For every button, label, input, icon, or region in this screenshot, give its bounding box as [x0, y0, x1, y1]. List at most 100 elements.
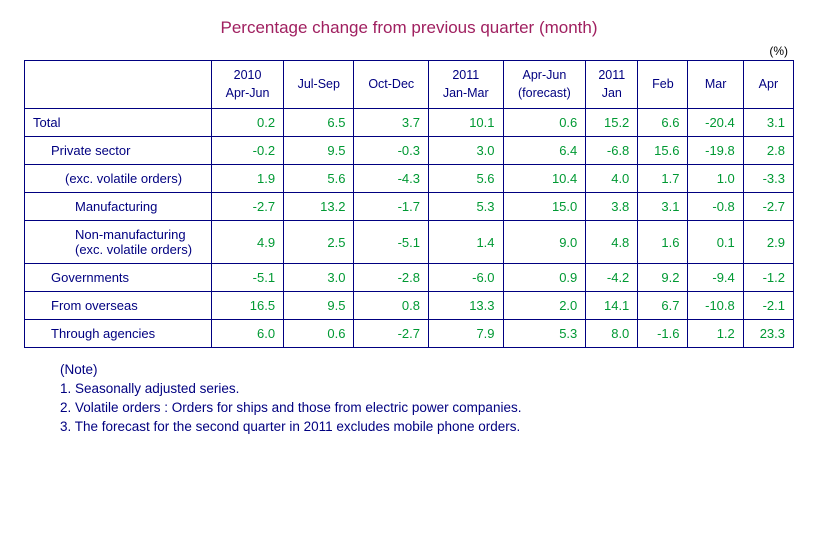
value-cell: -2.7 [354, 320, 429, 348]
column-header: Mar [688, 61, 743, 109]
value-cell: -2.7 [743, 193, 793, 221]
value-cell: -9.4 [688, 264, 743, 292]
column-header: Jul-Sep [284, 61, 354, 109]
value-cell: 10.4 [503, 165, 586, 193]
value-cell: -0.2 [212, 137, 284, 165]
value-cell: -4.3 [354, 165, 429, 193]
column-header: Apr-Jun(forecast) [503, 61, 586, 109]
notes-section: (Note) 1. Seasonally adjusted series.2. … [60, 362, 798, 434]
value-cell: 16.5 [212, 292, 284, 320]
value-cell: 0.6 [284, 320, 354, 348]
column-header: Apr [743, 61, 793, 109]
value-cell: -6.0 [429, 264, 504, 292]
value-cell: 5.3 [429, 193, 504, 221]
value-cell: 15.0 [503, 193, 586, 221]
table-row: Manufacturing-2.713.2-1.75.315.03.83.1-0… [25, 193, 794, 221]
value-cell: 6.4 [503, 137, 586, 165]
value-cell: -5.1 [354, 221, 429, 264]
value-cell: 13.3 [429, 292, 504, 320]
value-cell: 6.5 [284, 109, 354, 137]
value-cell: 1.7 [638, 165, 688, 193]
value-cell: 5.3 [503, 320, 586, 348]
value-cell: 2.5 [284, 221, 354, 264]
value-cell: -0.3 [354, 137, 429, 165]
data-table: 2010Apr-JunJul-SepOct-Dec2011Jan-MarApr-… [24, 60, 794, 348]
value-cell: -10.8 [688, 292, 743, 320]
value-cell: 7.9 [429, 320, 504, 348]
value-cell: 0.2 [212, 109, 284, 137]
value-cell: -2.1 [743, 292, 793, 320]
value-cell: -5.1 [212, 264, 284, 292]
row-label: Non-manufacturing(exc. volatile orders) [25, 221, 212, 264]
table-row: Non-manufacturing(exc. volatile orders)4… [25, 221, 794, 264]
value-cell: 14.1 [586, 292, 638, 320]
table-row: Total0.26.53.710.10.615.26.6-20.43.1 [25, 109, 794, 137]
value-cell: 1.6 [638, 221, 688, 264]
value-cell: -2.7 [212, 193, 284, 221]
value-cell: 1.4 [429, 221, 504, 264]
row-label: Private sector [25, 137, 212, 165]
row-label: From overseas [25, 292, 212, 320]
row-label: Manufacturing [25, 193, 212, 221]
value-cell: 3.1 [743, 109, 793, 137]
value-cell: 0.1 [688, 221, 743, 264]
value-cell: 3.8 [586, 193, 638, 221]
value-cell: 2.0 [503, 292, 586, 320]
value-cell: 8.0 [586, 320, 638, 348]
value-cell: -1.7 [354, 193, 429, 221]
value-cell: 4.8 [586, 221, 638, 264]
value-cell: 13.2 [284, 193, 354, 221]
value-cell: 3.0 [284, 264, 354, 292]
row-label: Total [25, 109, 212, 137]
row-label: Through agencies [25, 320, 212, 348]
header-row: 2010Apr-JunJul-SepOct-Dec2011Jan-MarApr-… [25, 61, 794, 109]
value-cell: 3.7 [354, 109, 429, 137]
table-row: Governments-5.13.0-2.8-6.00.9-4.29.2-9.4… [25, 264, 794, 292]
value-cell: 6.0 [212, 320, 284, 348]
value-cell: 0.8 [354, 292, 429, 320]
value-cell: 15.6 [638, 137, 688, 165]
value-cell: 1.2 [688, 320, 743, 348]
value-cell: 2.9 [743, 221, 793, 264]
value-cell: -6.8 [586, 137, 638, 165]
value-cell: -0.8 [688, 193, 743, 221]
value-cell: 5.6 [429, 165, 504, 193]
value-cell: 0.6 [503, 109, 586, 137]
value-cell: 6.6 [638, 109, 688, 137]
note-line: 3. The forecast for the second quarter i… [60, 419, 798, 434]
value-cell: -3.3 [743, 165, 793, 193]
header-blank [25, 61, 212, 109]
value-cell: -1.6 [638, 320, 688, 348]
value-cell: 3.1 [638, 193, 688, 221]
row-label: (exc. volatile orders) [25, 165, 212, 193]
value-cell: 4.9 [212, 221, 284, 264]
row-label: Governments [25, 264, 212, 292]
column-header: 2011Jan [586, 61, 638, 109]
value-cell: 15.2 [586, 109, 638, 137]
column-header: 2010Apr-Jun [212, 61, 284, 109]
value-cell: 1.9 [212, 165, 284, 193]
value-cell: 1.0 [688, 165, 743, 193]
note-line: 2. Volatile orders : Orders for ships an… [60, 400, 798, 415]
value-cell: 3.0 [429, 137, 504, 165]
value-cell: 9.0 [503, 221, 586, 264]
value-cell: -4.2 [586, 264, 638, 292]
unit-label: (%) [20, 44, 788, 58]
table-row: Through agencies6.00.6-2.77.95.38.0-1.61… [25, 320, 794, 348]
value-cell: -2.8 [354, 264, 429, 292]
page-title: Percentage change from previous quarter … [20, 18, 798, 38]
table-row: Private sector-0.29.5-0.33.06.4-6.815.6-… [25, 137, 794, 165]
value-cell: 10.1 [429, 109, 504, 137]
notes-heading: (Note) [60, 362, 798, 377]
value-cell: 5.6 [284, 165, 354, 193]
value-cell: 23.3 [743, 320, 793, 348]
value-cell: 2.8 [743, 137, 793, 165]
value-cell: -1.2 [743, 264, 793, 292]
value-cell: -20.4 [688, 109, 743, 137]
value-cell: 9.5 [284, 137, 354, 165]
column-header: Feb [638, 61, 688, 109]
value-cell: 4.0 [586, 165, 638, 193]
value-cell: 9.5 [284, 292, 354, 320]
value-cell: 6.7 [638, 292, 688, 320]
value-cell: 9.2 [638, 264, 688, 292]
